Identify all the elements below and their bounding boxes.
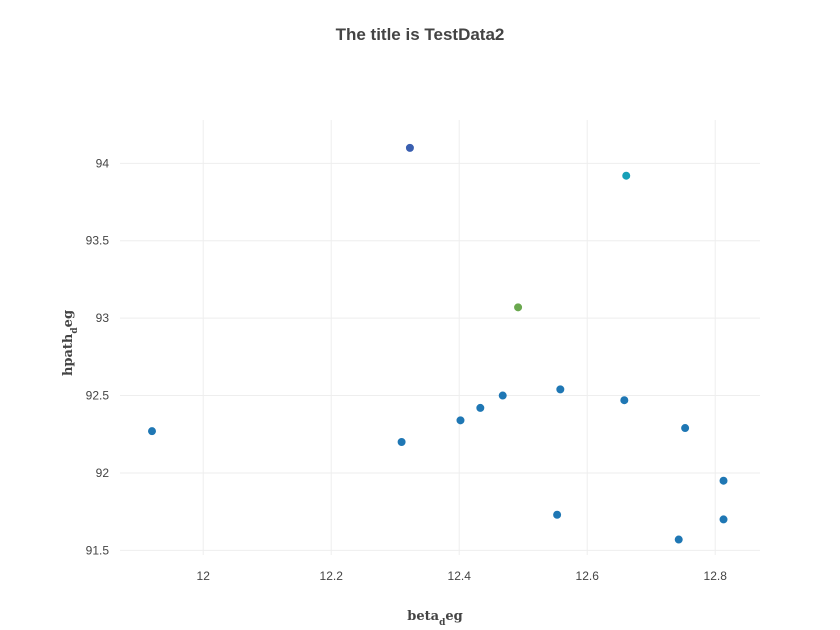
y-tick-label: 94 — [96, 156, 110, 170]
x-tick-label: 12.4 — [448, 569, 472, 583]
data-point[interactable] — [499, 392, 506, 399]
data-point[interactable] — [623, 172, 630, 179]
ticks-layer: 12 12.2 12.4 12.6 12.8 91.5 92 92.5 93 93.5 94 — [86, 156, 728, 583]
y-tick-label: 91.5 — [86, 543, 110, 557]
x-tick-label: 12.2 — [320, 569, 344, 583]
x-axis-title: betadeg — [407, 609, 462, 628]
y-tick-label: 93.5 — [86, 234, 110, 248]
data-point[interactable] — [720, 516, 727, 523]
data-point[interactable] — [675, 536, 682, 543]
data-point[interactable] — [398, 438, 405, 445]
y-axis-title-main: hpath — [61, 333, 76, 376]
y-tick-label: 92.5 — [86, 389, 110, 403]
data-point[interactable] — [557, 386, 564, 393]
x-tick-label: 12.6 — [576, 569, 600, 583]
y-axis-title-rest: eg — [61, 310, 76, 327]
x-axis-title-rest: eg — [445, 609, 462, 624]
points-layer — [149, 144, 728, 543]
data-point[interactable] — [149, 428, 156, 435]
data-point[interactable] — [477, 404, 484, 411]
data-point[interactable] — [457, 417, 464, 424]
data-point[interactable] — [720, 477, 727, 484]
data-point[interactable] — [682, 425, 689, 432]
data-point[interactable] — [515, 304, 522, 311]
y-tick-label: 92 — [96, 466, 110, 480]
x-tick-label: 12 — [197, 569, 211, 583]
x-axis-title-main: beta — [407, 609, 439, 624]
y-axis-title: hpathdeg — [61, 310, 80, 376]
y-tick-label: 93 — [96, 311, 110, 325]
chart-title: The title is TestData2 — [336, 25, 505, 44]
data-point[interactable] — [554, 511, 561, 518]
data-point[interactable] — [621, 397, 628, 404]
data-point[interactable] — [406, 144, 413, 151]
grid-layer — [120, 120, 760, 555]
x-tick-label: 12.8 — [704, 569, 728, 583]
